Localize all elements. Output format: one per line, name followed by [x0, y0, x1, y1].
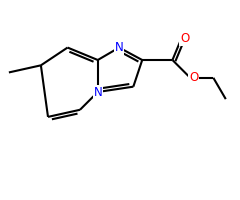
- Text: N: N: [115, 41, 124, 54]
- Text: N: N: [93, 86, 102, 98]
- Text: O: O: [180, 32, 190, 45]
- Text: O: O: [189, 71, 198, 84]
